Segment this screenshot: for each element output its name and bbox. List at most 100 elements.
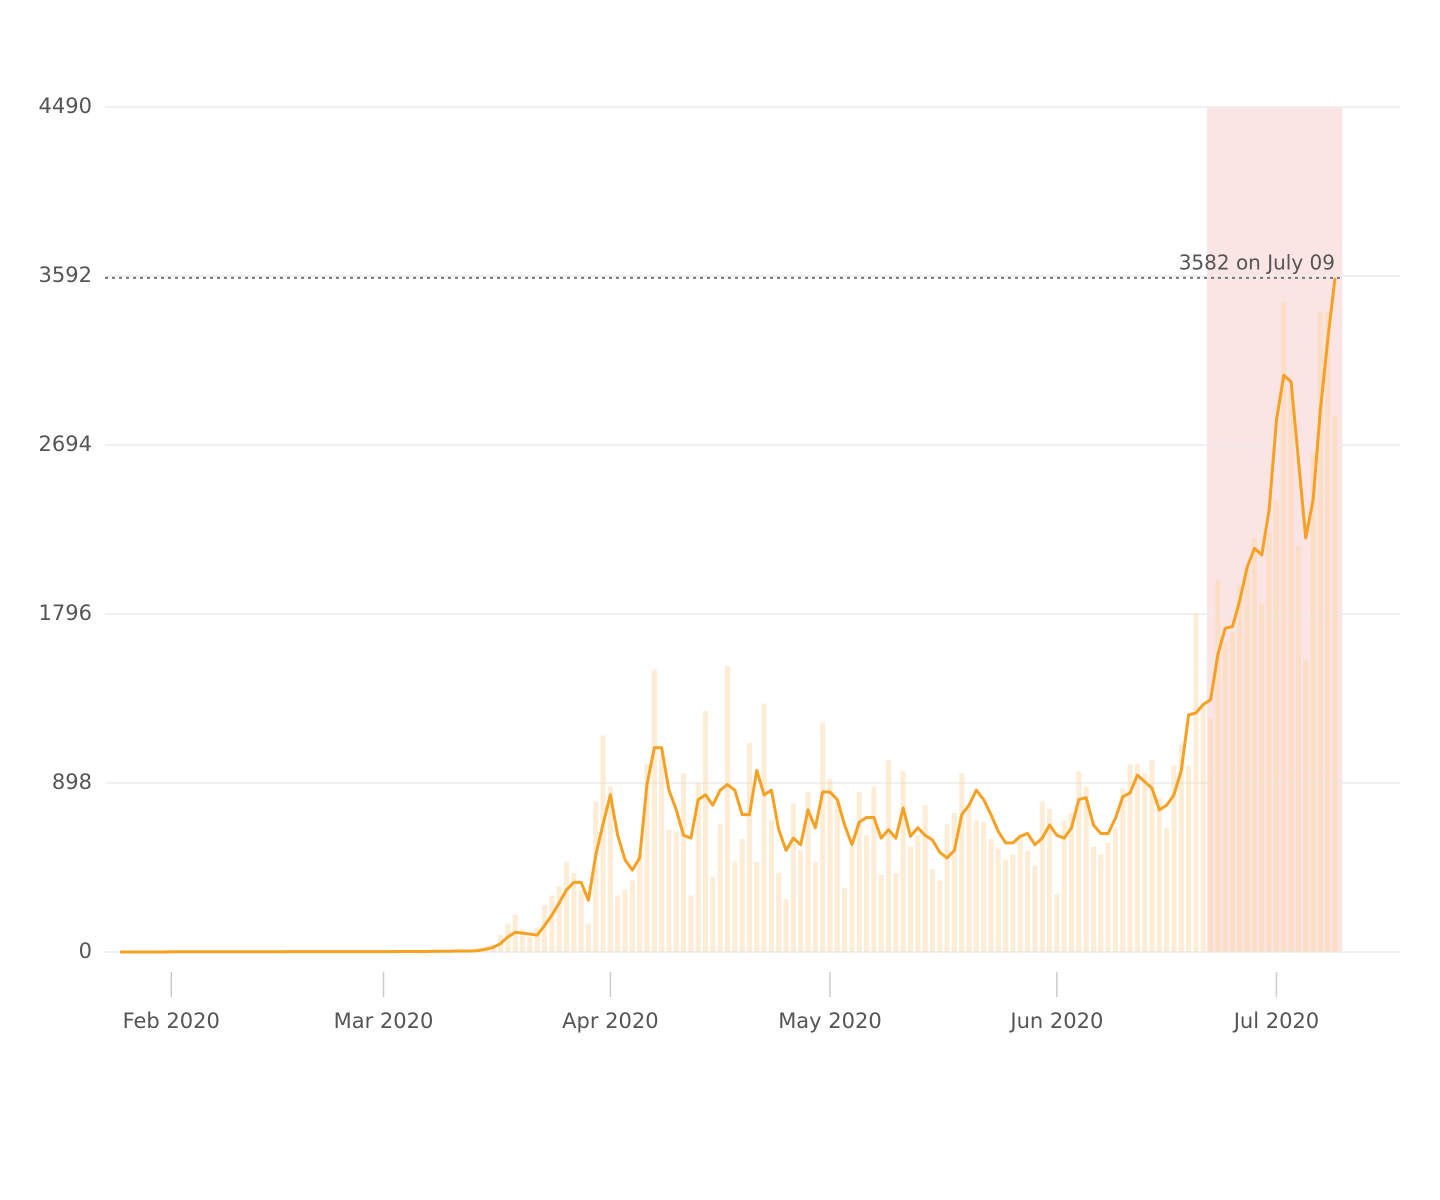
bar bbox=[981, 822, 987, 952]
bar bbox=[1032, 865, 1038, 952]
bar bbox=[900, 771, 906, 952]
bar bbox=[1149, 760, 1155, 952]
bar bbox=[1083, 786, 1089, 952]
bar bbox=[615, 895, 621, 952]
bar bbox=[1076, 771, 1082, 952]
bar bbox=[1061, 820, 1067, 952]
bar bbox=[754, 861, 760, 952]
annotation: 3582 on July 09 bbox=[1179, 250, 1335, 274]
bar bbox=[1273, 500, 1280, 952]
bar bbox=[1046, 808, 1053, 952]
bar bbox=[1186, 765, 1192, 952]
bar bbox=[556, 886, 562, 952]
bar bbox=[1164, 827, 1170, 952]
bar bbox=[1251, 537, 1258, 952]
bar bbox=[1003, 859, 1009, 952]
bar bbox=[563, 861, 570, 952]
bar bbox=[1237, 585, 1243, 952]
bar bbox=[842, 888, 848, 952]
bar bbox=[1200, 703, 1206, 952]
bar bbox=[1310, 453, 1316, 952]
bar bbox=[1259, 603, 1265, 952]
x-tick-label: May 2020 bbox=[778, 1009, 882, 1033]
bar bbox=[578, 889, 584, 952]
x-tick-label: Mar 2020 bbox=[334, 1009, 434, 1033]
bar bbox=[973, 820, 979, 952]
x-tick-label: Feb 2020 bbox=[123, 1009, 220, 1033]
bar bbox=[834, 801, 840, 952]
bar bbox=[966, 805, 972, 952]
bar bbox=[922, 805, 928, 952]
bar bbox=[1068, 812, 1075, 952]
bar bbox=[1317, 312, 1323, 952]
bar bbox=[1171, 765, 1177, 952]
bar bbox=[995, 848, 1001, 952]
bar bbox=[585, 923, 591, 952]
bar bbox=[1215, 579, 1221, 952]
y-tick-label: 3592 bbox=[39, 263, 92, 287]
bar bbox=[659, 754, 665, 952]
bar bbox=[849, 846, 855, 952]
bar bbox=[1229, 632, 1236, 952]
bar bbox=[1010, 854, 1016, 952]
y-tick-label: 1796 bbox=[39, 601, 92, 625]
bar bbox=[607, 786, 613, 952]
bar bbox=[1325, 312, 1331, 952]
bar bbox=[907, 846, 914, 952]
bar bbox=[1244, 568, 1250, 952]
bar bbox=[783, 899, 789, 952]
bar bbox=[1303, 660, 1309, 952]
bar bbox=[1193, 613, 1199, 952]
bar bbox=[1142, 773, 1148, 952]
y-tick-label: 4490 bbox=[39, 94, 92, 118]
y-tick-label: 2694 bbox=[39, 432, 92, 456]
bar bbox=[937, 880, 943, 952]
bar bbox=[549, 895, 555, 952]
bar bbox=[776, 872, 782, 952]
bar bbox=[710, 876, 716, 952]
bar bbox=[1120, 788, 1126, 952]
bar bbox=[827, 778, 833, 952]
bar bbox=[790, 803, 796, 952]
bar bbox=[571, 872, 577, 952]
bar bbox=[878, 874, 884, 952]
bar bbox=[1134, 763, 1140, 952]
bar bbox=[666, 829, 672, 952]
bar bbox=[673, 831, 679, 952]
bar bbox=[1266, 532, 1272, 952]
bar bbox=[1090, 846, 1097, 952]
bar bbox=[1295, 545, 1301, 952]
bar bbox=[893, 872, 899, 952]
bar bbox=[915, 835, 921, 952]
bar bbox=[629, 880, 635, 952]
bar bbox=[871, 786, 877, 952]
bar bbox=[959, 773, 965, 952]
bar bbox=[1288, 391, 1294, 953]
line bbox=[120, 277, 1337, 954]
bar bbox=[1054, 893, 1060, 952]
bar bbox=[644, 763, 650, 952]
bar bbox=[695, 782, 701, 952]
bar bbox=[820, 722, 826, 952]
bar bbox=[944, 824, 950, 952]
bar bbox=[724, 665, 731, 952]
bar bbox=[534, 927, 540, 952]
bar bbox=[681, 773, 687, 952]
y-tick-label: 0 bbox=[79, 939, 92, 963]
bar bbox=[1127, 763, 1133, 952]
bar bbox=[519, 929, 526, 952]
bar bbox=[541, 904, 548, 952]
x-tick-label: Jul 2020 bbox=[1232, 1009, 1319, 1033]
bar bbox=[1332, 415, 1338, 952]
highlight-band bbox=[1206, 107, 1343, 952]
bar bbox=[798, 850, 804, 952]
bar bbox=[929, 869, 936, 952]
bar bbox=[732, 861, 738, 952]
bar bbox=[988, 839, 994, 952]
bar bbox=[739, 839, 745, 952]
bar bbox=[1112, 827, 1118, 952]
bar bbox=[1039, 801, 1045, 952]
bar bbox=[1017, 835, 1023, 952]
bar bbox=[805, 792, 811, 952]
